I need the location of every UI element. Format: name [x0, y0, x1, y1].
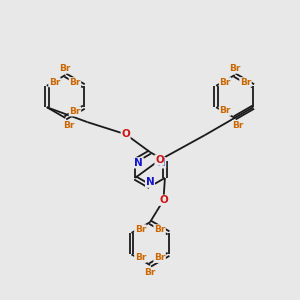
Text: Br: Br: [63, 121, 74, 130]
Text: Br: Br: [219, 106, 231, 115]
Text: Br: Br: [240, 78, 251, 87]
Text: Br: Br: [144, 268, 156, 277]
Text: N: N: [146, 177, 154, 187]
Text: Br: Br: [135, 254, 146, 262]
Text: Br: Br: [229, 64, 240, 73]
Text: N: N: [134, 158, 143, 168]
Text: O: O: [155, 155, 164, 165]
Text: Br: Br: [135, 225, 146, 234]
Text: Br: Br: [219, 78, 231, 87]
Text: O: O: [121, 129, 130, 139]
Text: Br: Br: [69, 107, 81, 116]
Text: Br: Br: [49, 78, 60, 87]
Text: Br: Br: [154, 225, 165, 234]
Text: Br: Br: [60, 64, 71, 73]
Text: Br: Br: [232, 121, 244, 130]
Text: Br: Br: [69, 78, 81, 87]
Text: Br: Br: [154, 254, 165, 262]
Text: O: O: [159, 195, 168, 205]
Text: N: N: [157, 158, 166, 168]
